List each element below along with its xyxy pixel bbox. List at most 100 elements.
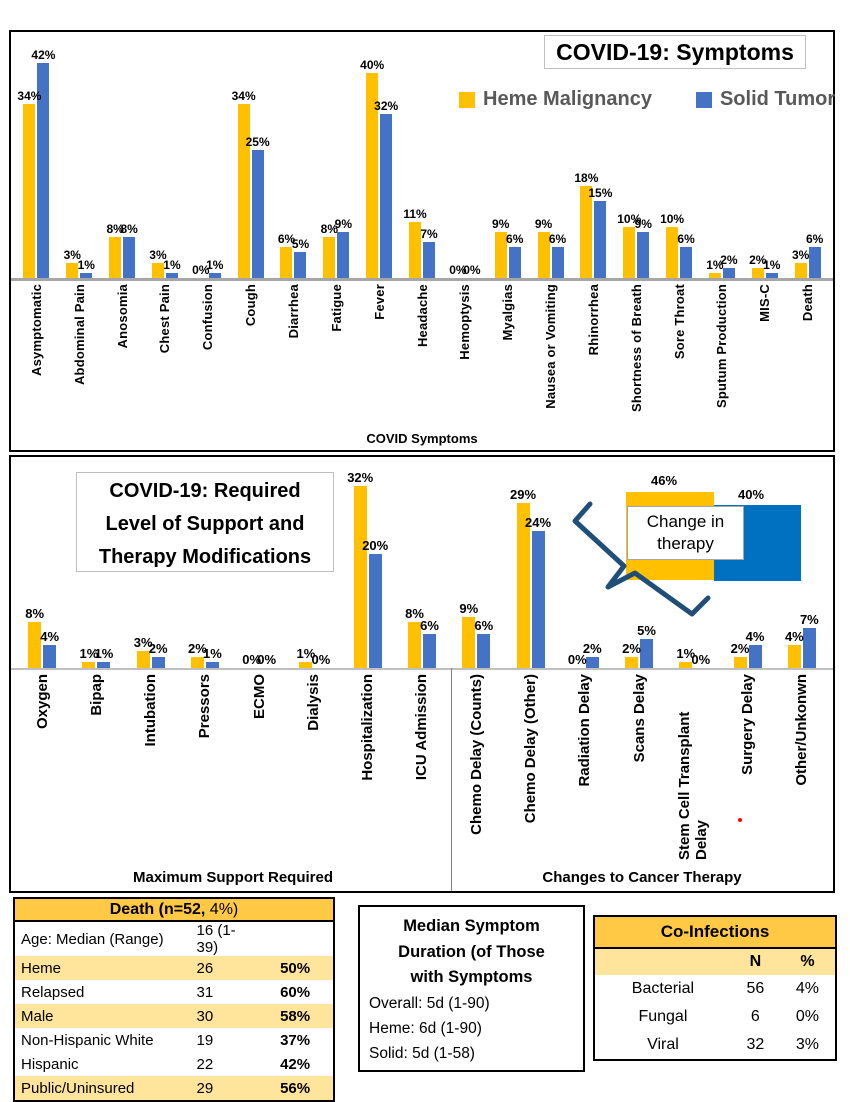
table-row: Hispanic 22 42%	[14, 1052, 334, 1076]
x-tick-slot: Oxygen	[15, 674, 69, 866]
x-tick-slot: Abdominal Pain	[58, 284, 101, 442]
bar-group: 10%	[660, 32, 684, 278]
x-tick-label: Oxygen	[33, 674, 51, 730]
x-tick-slot: Bipap	[69, 674, 123, 866]
bar-group: 1%	[206, 32, 224, 278]
bar-group: 1%	[78, 32, 95, 278]
bar-group: 4%	[746, 457, 764, 668]
bar-value-label: 2%	[148, 641, 168, 656]
bar-value-label: 1%	[203, 646, 222, 661]
heme-bar	[28, 622, 42, 668]
bar-value-label: 8%	[25, 606, 45, 621]
support-plot-area: 8% 4% 1% 1% 3% 2% 2% 1% 0% 0% 1% 0% 32% 20% 8% 6% 9% 6% 29…	[15, 457, 829, 668]
bar-group: 24%	[525, 457, 551, 668]
solid-bar	[802, 628, 816, 668]
x-tick-label: Dialysis	[304, 674, 322, 731]
x-tick-label: Sputum Production	[714, 284, 730, 408]
solid-bar	[765, 273, 778, 278]
coinfections-subheader-row: N%	[594, 948, 836, 975]
table-cell: Viral	[647, 1036, 679, 1053]
x-tick-slot: Dialysis	[286, 674, 340, 866]
table-cell: 6	[750, 1008, 760, 1025]
table-row: Fungal 6 0%	[594, 1003, 836, 1031]
table-cell: Heme	[21, 959, 62, 977]
bar-group: 6%	[548, 32, 567, 278]
heme-bar	[666, 227, 679, 278]
bar-group: 10%	[617, 32, 641, 278]
bar-value-label: 0%	[691, 652, 711, 667]
category-slot: 0% 2%	[558, 457, 612, 668]
category-slot: 2% 1%	[743, 32, 786, 278]
bar-group: 2%	[188, 457, 207, 668]
table-cell: 30	[196, 1007, 214, 1025]
heme-bar	[708, 273, 721, 278]
heme-bar	[280, 247, 293, 278]
bar-group: 2%	[583, 457, 602, 668]
category-slot: 8% 4%	[15, 457, 69, 668]
x-tick-label: ICU Admission	[413, 674, 431, 781]
bar-value-label: 2%	[730, 641, 750, 656]
bar-group: 5%	[292, 32, 309, 278]
bar-group: 0%	[257, 457, 276, 668]
bar-value-label: 1%	[296, 646, 316, 661]
category-slot: 0% 0%	[232, 457, 286, 668]
solid-bar	[585, 657, 599, 668]
bar-group: 8%	[120, 32, 138, 278]
support-title-line2: Level of Support and	[105, 513, 305, 535]
bar-value-label: 3%	[791, 248, 810, 262]
bar-group: 2%	[622, 457, 641, 668]
duration-line: Solid: 5d (1-58)	[369, 1044, 475, 1062]
duration-box-title: Median Symptom Duration (of Those with S…	[360, 907, 583, 991]
duration-line: Overall: 5d (1-90)	[369, 994, 490, 1012]
bar-group: 6%	[474, 457, 493, 668]
bar-value-label: 1%	[206, 258, 224, 272]
bar-group: 34%	[17, 32, 41, 278]
solid-bar	[151, 657, 165, 668]
category-slot: 8% 8%	[101, 32, 144, 278]
bar-group: 1%	[676, 457, 695, 668]
x-axis-line	[11, 278, 833, 281]
table-cell: 29	[196, 1079, 214, 1097]
bar-value-label: 4%	[784, 629, 804, 644]
duration-title-line3: with Symptoms	[410, 968, 533, 987]
bar-group: 42%	[31, 32, 55, 278]
bar-group: 0%	[449, 32, 467, 278]
heme-bar	[190, 657, 204, 668]
bar-value-label: 0%	[449, 263, 467, 277]
x-tick-label: Hemoptysis	[457, 284, 473, 360]
bar-group: 3%	[149, 32, 167, 278]
category-slot: 4% 7%	[775, 457, 829, 668]
table-cell: 58%	[280, 1007, 311, 1025]
median-duration-box: Median Symptom Duration (of Those with S…	[358, 905, 585, 1072]
bar-value-label: 0%	[567, 652, 587, 667]
x-tick-label: Diarrhea	[285, 284, 301, 339]
bar-value-label: 0%	[463, 263, 481, 277]
bar-value-label: 6%	[548, 232, 567, 246]
bar-group: 20%	[362, 457, 388, 668]
solid-bar	[80, 273, 93, 278]
solid-bar	[594, 201, 607, 278]
x-tick-label: Surgery Delay	[739, 674, 757, 775]
x-tick-label: Chemo Delay (Counts)	[467, 674, 485, 835]
bar-value-label: 2%	[749, 253, 767, 267]
bar-group: 1%	[706, 32, 724, 278]
bar-group: 9%	[535, 32, 552, 278]
heme-bar	[580, 186, 593, 278]
symptoms-chart-title: COVID-19: Symptoms	[544, 35, 806, 69]
bar-group: 18%	[574, 32, 598, 278]
heme-bar	[109, 237, 122, 278]
bar-value-label: 10%	[660, 212, 685, 226]
x-tick-slot: Hemoptysis	[443, 284, 486, 442]
bar-group: 4%	[40, 457, 59, 668]
table-cell: 50%	[280, 959, 311, 977]
solid-bar	[508, 247, 521, 278]
heme-bar	[66, 263, 79, 278]
x-tick-slot: Diarrhea	[272, 284, 315, 442]
bar-group: 1%	[94, 457, 113, 668]
x-tick-label: Asymptomatic	[28, 284, 44, 376]
bar-value-label: 3%	[63, 248, 81, 262]
bar-value-label: 29%	[510, 487, 537, 502]
bar-value-label: 6%	[420, 618, 439, 633]
table-row: Viral 32 3%	[594, 1031, 836, 1060]
x-tick-label: Sore Throat	[671, 284, 687, 360]
